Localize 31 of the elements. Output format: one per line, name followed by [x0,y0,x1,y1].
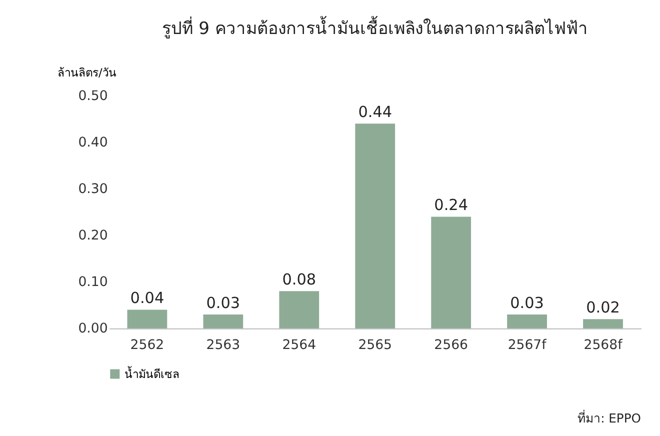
y-tick-label: 0.00 [78,322,108,337]
data-label: 0.24 [434,196,468,214]
bar [507,314,547,328]
x-tick-label: 2566 [434,338,468,353]
x-tick-label: 2567f [508,338,547,353]
data-label: 0.04 [130,289,164,308]
bar [127,310,168,328]
bar [279,291,320,328]
text: ที่มา: EPPO [578,409,642,426]
x-tick-label: 2565 [358,338,392,353]
data-label: 0.03 [206,294,240,312]
bar [203,314,244,328]
x-tick-label: 2564 [282,338,316,353]
bar [431,216,472,328]
x-tick-label: 2563 [206,338,240,353]
chart-title: รูปที่ 9 ความต้องการน้ำมันเชื้อเพลิงในตลาดการผลิตไฟฟ้า [162,16,588,40]
y-tick-label: 0.50 [78,89,108,104]
y-tick-label: 0.10 [78,275,108,290]
data-label: 0.03 [510,294,544,312]
x-tick-label: 2562 [130,338,164,353]
bar [583,319,623,328]
data-label: 0.02 [586,298,620,316]
legend-label: น้ำมันดีเซล [124,366,180,381]
y-axis-title: ล้านลิตร/วัน [57,65,116,80]
y-tick-label: 0.40 [78,136,108,151]
y-tick-label: 0.30 [78,182,108,198]
bar [355,124,396,328]
x-tick-label: 2568f [584,338,623,353]
data-label: 0.44 [358,103,392,122]
data-label: 0.08 [282,270,316,289]
y-tick-label: 0.20 [78,228,108,244]
